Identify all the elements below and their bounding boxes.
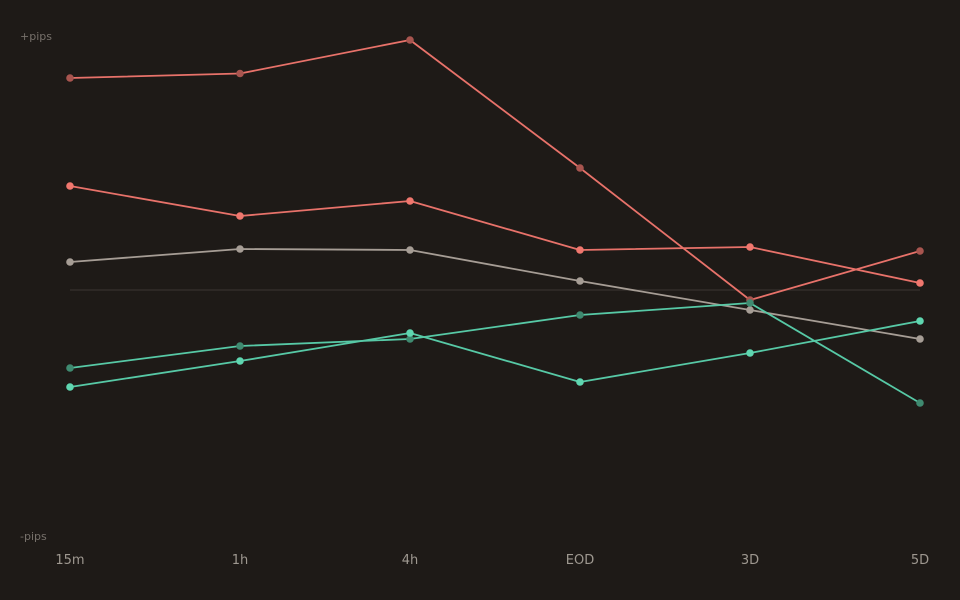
series-3-point-5D xyxy=(916,335,924,343)
series-4-point-5D xyxy=(916,399,924,407)
series-1-point-4h xyxy=(406,36,414,44)
series-1-point-EOD xyxy=(576,164,584,172)
series-4-point-1h xyxy=(236,342,244,350)
x-tick-label: 5D xyxy=(911,553,929,568)
series-2-point-4h xyxy=(406,197,414,205)
series-2-point-5D xyxy=(916,279,924,287)
series-5-point-4h xyxy=(406,329,414,337)
y-axis-bottom-label: -pips xyxy=(20,530,47,543)
x-axis-ticks: 15m 1h 4h EOD 3D 5D xyxy=(55,553,929,568)
series-2 xyxy=(66,182,924,287)
series-5 xyxy=(66,317,924,391)
series-3-point-15m xyxy=(66,258,74,266)
series-5-point-3D xyxy=(746,349,754,357)
series-1-point-5D xyxy=(916,247,924,255)
series-3-point-4h xyxy=(406,246,414,254)
series-3 xyxy=(66,245,924,343)
series-2-point-1h xyxy=(236,212,244,220)
series-5-line xyxy=(69,320,921,388)
series-5-point-15m xyxy=(66,383,74,391)
series-2-line xyxy=(69,185,921,284)
x-tick-label: 4h xyxy=(402,553,419,568)
series-2-point-15m xyxy=(66,182,74,190)
series-3-point-EOD xyxy=(576,277,584,285)
series-4-point-4h xyxy=(406,335,414,343)
y-axis-top-label: +pips xyxy=(20,30,52,43)
x-tick-label: 15m xyxy=(55,553,84,568)
x-tick-label: 1h xyxy=(232,553,249,568)
series-2-point-EOD xyxy=(576,246,584,254)
series-4-point-3D xyxy=(746,299,754,307)
series-4-line xyxy=(69,302,921,404)
series-1-line xyxy=(69,39,921,301)
series-4 xyxy=(66,299,924,407)
series-4-point-EOD xyxy=(576,311,584,319)
series-1-point-1h xyxy=(236,69,244,78)
x-tick-label: EOD xyxy=(566,553,594,568)
series-5-point-1h xyxy=(236,357,244,365)
series-3-point-3D xyxy=(746,306,754,314)
series-3-point-1h xyxy=(236,245,244,253)
series-3-line xyxy=(69,248,921,340)
series-5-point-EOD xyxy=(576,378,584,386)
series-2-point-3D xyxy=(746,243,754,251)
series-1-point-15m xyxy=(66,74,74,82)
x-tick-label: 3D xyxy=(741,553,759,568)
series-4-point-15m xyxy=(66,364,74,372)
series-layer xyxy=(66,36,924,407)
series-5-point-5D xyxy=(916,317,924,325)
